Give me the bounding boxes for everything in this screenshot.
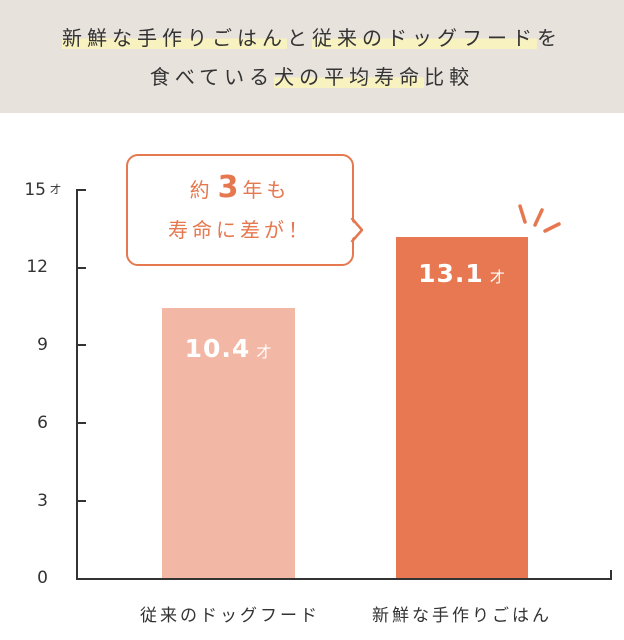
title-banner: 新鮮な手作りごはんと従来のドッグフードを 食べている犬の平均寿命比較	[0, 0, 624, 113]
callout-prefix: 約	[189, 178, 214, 202]
bar-value-homemade: 13.1	[418, 259, 484, 288]
y-tick-12	[77, 267, 86, 269]
x-axis-end-tick	[610, 570, 612, 579]
callout-line-1: 約 3 年も	[128, 170, 352, 205]
callout-pointer-icon	[348, 217, 364, 243]
y-tick-15	[77, 189, 86, 191]
callout-suffix: 年も	[242, 178, 291, 202]
x-category-label-homemade: 新鮮な手作りごはん	[372, 606, 552, 626]
title-particle: を	[537, 26, 562, 50]
y-tick-label-15: 15	[24, 180, 46, 200]
emphasis-sparkle-icon	[518, 204, 561, 233]
bar-unit-dogfood: 才	[256, 343, 273, 361]
x-category-label-dogfood: 従来のドッグフード	[140, 606, 320, 626]
bar-value-label-dogfood: 10.4 才	[162, 334, 295, 363]
title-text-eating: 食べている	[149, 65, 275, 89]
y-tick-label-0: 0	[37, 568, 48, 588]
y-tick-label-6: 6	[37, 413, 48, 433]
title-highlight-lifespan: 犬の平均寿命	[274, 65, 425, 89]
y-tick-6	[77, 422, 86, 424]
title-connector: と	[287, 26, 312, 50]
bar-dogfood: 10.4 才	[162, 308, 295, 578]
bar-value-dogfood: 10.4	[184, 334, 251, 363]
title-text-comparison: 比較	[424, 65, 475, 89]
chart-title-line-2: 食べている犬の平均寿命比較	[0, 61, 624, 90]
y-tick-label-12: 12	[26, 257, 48, 277]
y-tick-3	[77, 500, 86, 502]
bar-unit-homemade: 才	[489, 268, 506, 286]
chart-title-line-1: 新鮮な手作りごはんと従来のドッグフードを	[0, 22, 624, 51]
x-axis	[76, 578, 612, 580]
bar-value-label-homemade: 13.1 才	[396, 259, 528, 288]
title-highlight-homemade: 新鮮な手作りごはん	[62, 26, 287, 50]
callout-number: 3	[217, 170, 239, 205]
y-tick-label-9: 9	[37, 335, 48, 355]
y-unit-label: 才	[50, 183, 61, 196]
title-highlight-dogfood: 従来のドッグフード	[312, 26, 537, 50]
y-axis	[76, 189, 78, 579]
callout-line-2: 寿命に差が！	[168, 218, 312, 242]
annotation-callout: 約 3 年も 寿命に差が！	[126, 154, 354, 266]
y-tick-9	[77, 344, 86, 346]
bar-homemade: 13.1 才	[396, 237, 528, 578]
y-tick-label-3: 3	[37, 491, 48, 511]
